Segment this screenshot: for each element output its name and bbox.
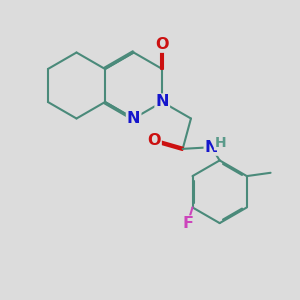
Text: N: N bbox=[205, 140, 218, 155]
Text: N: N bbox=[127, 111, 140, 126]
Text: O: O bbox=[147, 133, 161, 148]
Text: O: O bbox=[155, 37, 169, 52]
Text: F: F bbox=[182, 216, 193, 231]
Text: H: H bbox=[214, 136, 226, 150]
Text: N: N bbox=[155, 94, 169, 110]
